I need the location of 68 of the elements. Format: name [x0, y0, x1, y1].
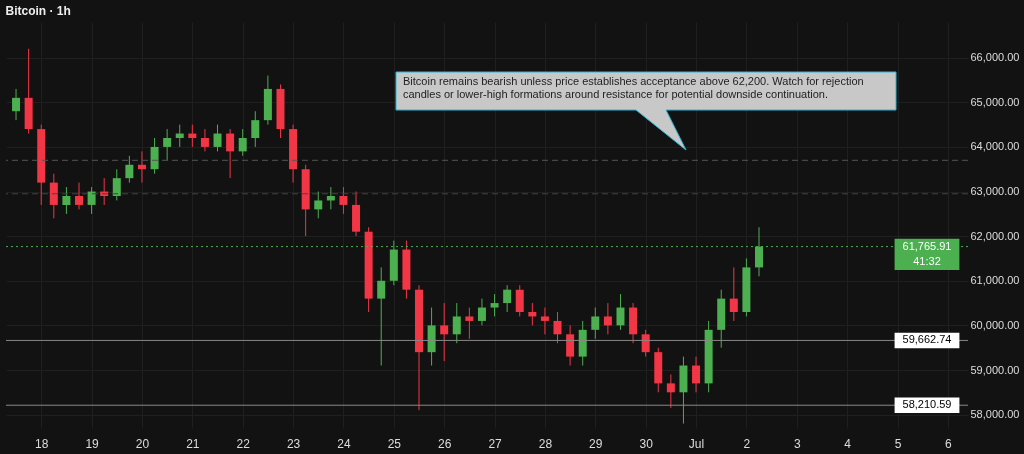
- y-tick-label: 64,000.00: [970, 140, 1020, 153]
- annotation: 41:32: [913, 254, 941, 267]
- candlestick: [515, 284, 524, 317]
- candlestick: [377, 266, 386, 367]
- x-tick-label: Jul: [688, 436, 705, 451]
- candlestick: [465, 307, 474, 340]
- candlestick: [150, 137, 159, 175]
- candlestick: [477, 298, 486, 326]
- y-tick-label: 65,000.00: [970, 95, 1020, 108]
- x-tick-label: 18: [35, 436, 49, 451]
- x-tick-label: 24: [337, 436, 351, 451]
- ref-line-label: 61,765.91: [902, 239, 952, 252]
- ref-line-label: 59,662.74: [902, 333, 952, 346]
- candlestick: [314, 191, 323, 219]
- x-tick-label: 23: [286, 436, 301, 451]
- y-tick-label: 66,000.00: [970, 51, 1020, 64]
- x-tick-label: 6: [945, 436, 953, 451]
- y-tick-label: 61,000.00: [970, 274, 1020, 287]
- ref-line-label: 58,210.59: [902, 398, 952, 411]
- candlestick: [566, 324, 575, 367]
- candlestick: [616, 293, 625, 331]
- x-tick-label: 28: [538, 436, 553, 451]
- x-tick-label: 22: [236, 436, 251, 451]
- candlestick: [200, 128, 209, 152]
- candlestick: [452, 302, 461, 344]
- candlestick: [238, 128, 247, 157]
- x-tick-label: 25: [387, 436, 402, 451]
- candlestick: [540, 307, 549, 335]
- x-tick-label: 2: [743, 436, 751, 451]
- y-tick-label: 63,000.00: [970, 185, 1020, 198]
- candlestick: [12, 88, 21, 121]
- candlestick: [112, 168, 121, 201]
- x-tick-label: 29: [589, 436, 603, 451]
- candlestick: [666, 373, 675, 409]
- x-tick-label: 30: [639, 436, 654, 451]
- candlestick: [125, 155, 134, 184]
- y-tick-label: 62,000.00: [970, 229, 1020, 242]
- x-tick-label: 5: [894, 436, 902, 451]
- x-tick-label: 26: [438, 436, 452, 451]
- candlestick: [553, 311, 562, 344]
- candlestick: [641, 329, 650, 358]
- candlestick: [163, 128, 172, 161]
- candlestick: [692, 356, 701, 393]
- candlestick: [251, 110, 260, 148]
- candlestick: [603, 302, 612, 335]
- y-tick-label: 60,000.00: [970, 318, 1020, 331]
- x-tick-label: 27: [488, 436, 503, 451]
- annotation: Bitcoin remains bearish unless price establishes acceptance above 62,200. Watch for rejection candles or lower-high formations around resistance for potential downside continuation.: [403, 75, 864, 100]
- candlestick: [729, 266, 738, 322]
- candlestick: [213, 124, 222, 152]
- chart-title: Bitcoin · 1h: [5, 4, 71, 18]
- candlestick: [490, 293, 499, 317]
- candlestick: [49, 173, 58, 219]
- candlestick: [75, 182, 83, 210]
- candlestick: [62, 186, 71, 215]
- x-tick-label: 20: [135, 436, 150, 451]
- x-tick-label: 3: [793, 436, 801, 451]
- candlestick: [440, 302, 449, 362]
- candlestick: [591, 307, 600, 340]
- candlestick: [226, 128, 235, 179]
- y-tick-label: 59,000.00: [970, 363, 1020, 376]
- x-tick-label: 4: [844, 436, 852, 451]
- candlestick: [87, 186, 96, 215]
- x-tick-label: 19: [85, 436, 100, 451]
- candlestick: [339, 186, 348, 215]
- candlestick: [503, 284, 512, 313]
- y-tick-label: 58,000.00: [970, 408, 1020, 421]
- x-tick-label: 21: [186, 436, 200, 451]
